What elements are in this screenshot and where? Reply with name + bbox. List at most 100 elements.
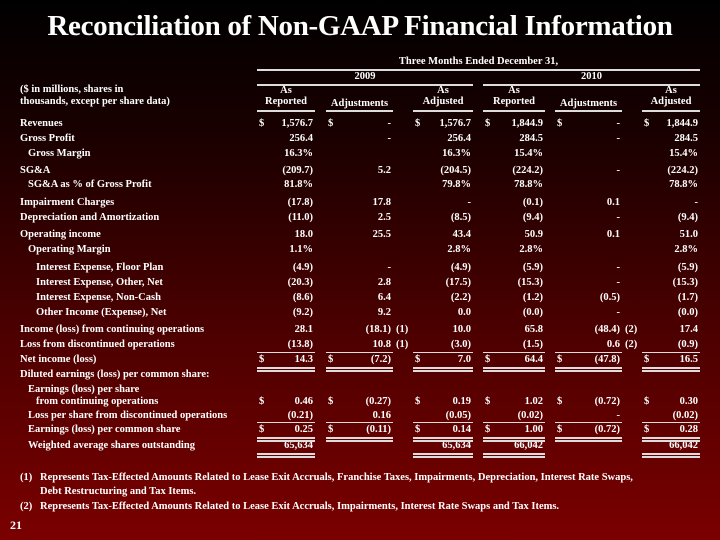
table-cell: 284.5 (485, 133, 543, 145)
table-cell: 0.1 (557, 229, 620, 241)
cell-value: (0.21) (287, 410, 313, 421)
table-cell: 9.2 (328, 307, 391, 319)
units-note-line2: thousands, except per share data) (20, 96, 170, 107)
cell-value: - (467, 197, 472, 208)
cell-value: 0.25 (294, 424, 313, 435)
cell-value: (9.4) (677, 212, 698, 223)
table-cell: 1.1% (259, 244, 313, 256)
cell-value: 65,634 (442, 440, 471, 451)
table-cell: (0.05) (415, 410, 471, 422)
row-label: Loss from discontinued operations (20, 339, 175, 350)
cell-value: (11.0) (288, 212, 313, 223)
cell-value: - (616, 212, 621, 223)
table-cell: (3.0) (415, 339, 471, 351)
cell-value: - (387, 118, 392, 129)
total-double-rule (483, 437, 545, 442)
row-label: SG&A as % of Gross Profit (28, 179, 152, 190)
cell-value: (15.3) (672, 277, 698, 288)
cell-value: 16.3% (442, 148, 471, 159)
table-cell: $ (0.72) (557, 396, 620, 408)
cell-value: 16.3% (284, 148, 313, 159)
cell-value: 78.8% (514, 179, 543, 190)
table-cell: 43.4 (415, 229, 471, 241)
table-cell (328, 179, 391, 191)
cell-value: 0.46 (294, 396, 313, 407)
table-cell: (15.3) (644, 277, 698, 289)
cell-value: - (616, 410, 621, 421)
footnote-2-line1: Represents Tax-Effected Amounts Related … (40, 501, 560, 512)
subtotal-rule (257, 422, 315, 423)
table-cell: 2.5 (328, 212, 391, 224)
cell-value: 81.8% (284, 179, 313, 190)
cell-value: (224.2) (512, 165, 543, 176)
cell-value: - (616, 307, 621, 318)
table-cell: 0.16 (328, 410, 391, 422)
column-header-top: As (437, 85, 449, 96)
table-cell (485, 384, 543, 396)
table-cell: $1.00 (485, 424, 543, 436)
row-label: Earnings (loss) per common share (28, 424, 181, 435)
cell-value: 50.9 (524, 229, 543, 240)
cell-value: 17.4 (679, 324, 698, 335)
cell-value: 79.8% (442, 179, 471, 190)
cell-value: 1,844.9 (666, 118, 699, 129)
table-cell: - (557, 277, 621, 289)
footnote-ref: (1) (396, 324, 409, 335)
cell-value: 6.4 (377, 292, 391, 303)
column-header-rule (326, 110, 393, 112)
table-cell: (0.0) (485, 307, 543, 319)
currency-symbol: $ (328, 354, 334, 365)
row-label: Diluted earnings (loss) per common share… (20, 369, 210, 380)
row-label: Loss per share from discontinued operati… (28, 410, 228, 421)
table-cell: $ (0.11) (328, 424, 391, 436)
table-cell: (9.4) (485, 212, 543, 224)
row-label: Gross Profit (20, 133, 75, 144)
table-cell (557, 179, 620, 191)
currency-symbol: $ (557, 118, 563, 129)
table-cell (328, 244, 391, 256)
cell-value: 0.1 (606, 229, 620, 240)
cell-value: (0.11) (366, 424, 391, 435)
subtotal-rule (326, 422, 393, 423)
currency-symbol: $ (328, 118, 334, 129)
cell-value: 2.8% (519, 244, 543, 255)
column-header-top: As (280, 85, 292, 96)
table-cell: - (557, 410, 621, 422)
table-cell: - (644, 197, 699, 209)
table-cell: 5.2 (328, 165, 391, 177)
table-cell: 17.4 (644, 324, 698, 336)
cell-value: (0.05) (445, 410, 471, 421)
footnote-ref: (2) (625, 339, 638, 350)
currency-symbol: $ (259, 424, 265, 435)
cell-value: 0.19 (452, 396, 471, 407)
row-label: SG&A (20, 165, 51, 176)
table-cell: 17.8 (328, 197, 391, 209)
table-cell: $0.19 (415, 396, 471, 408)
table-cell: 66,042 (644, 440, 698, 452)
cell-value: (17.8) (287, 197, 313, 208)
table-cell: 15.4% (644, 148, 698, 160)
table-cell: (1.5) (485, 339, 543, 351)
column-header: Reported (493, 96, 535, 107)
column-header-top: As (665, 85, 677, 96)
cell-value: 1.02 (524, 396, 543, 407)
row-label: Interest Expense, Non-Cash (36, 292, 161, 303)
row-label: Interest Expense, Other, Net (36, 277, 163, 288)
subtotal-rule (257, 352, 315, 353)
table-cell: - (557, 212, 621, 224)
total-double-rule (326, 437, 393, 442)
table-cell: $0.28 (644, 424, 698, 436)
cell-value: 78.8% (669, 179, 698, 190)
table-cell: - (557, 165, 621, 177)
table-cell: (4.9) (259, 262, 313, 274)
currency-symbol: $ (485, 424, 491, 435)
cell-value: 25.5 (372, 229, 391, 240)
table-cell: (13.8) (259, 339, 313, 351)
table-cell: 81.8% (259, 179, 313, 191)
cell-value: (4.9) (292, 262, 313, 273)
table-cell: $1,844.9 (644, 118, 698, 130)
table-cell: (224.2) (485, 165, 543, 177)
table-cell: 0.0 (415, 307, 471, 319)
cell-value: 18.0 (294, 229, 313, 240)
year-2009: 2009 (354, 71, 376, 82)
